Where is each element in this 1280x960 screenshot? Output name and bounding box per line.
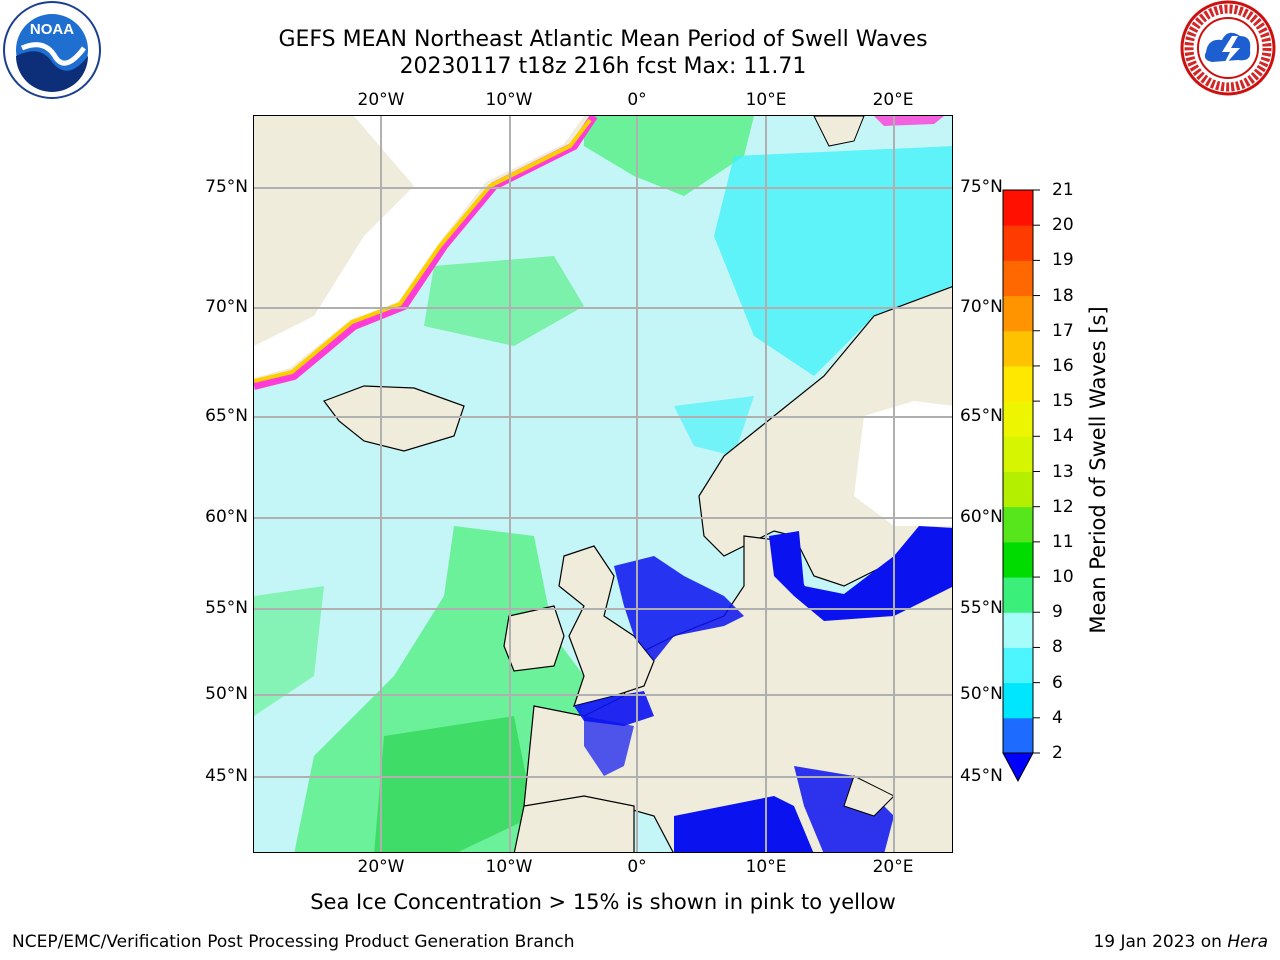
noaa-logo: NOAA <box>3 1 101 99</box>
colorbar-segment <box>1003 577 1033 613</box>
lat-tick-right: 55°N <box>960 598 1003 618</box>
lat-tick-right: 70°N <box>960 297 1003 317</box>
lon-tick-bottom: 20°W <box>357 857 405 877</box>
colorbar-tick-label: 17 <box>1052 320 1074 341</box>
colorbar-tick-label: 2 <box>1052 743 1063 763</box>
lat-tick-left: 55°N <box>205 598 248 618</box>
footer-credit: NCEP/EMC/Verification Post Processing Pr… <box>12 932 575 952</box>
colorbar-segment <box>1003 541 1033 578</box>
nws-logo <box>1180 0 1276 96</box>
lat-tick-left: 45°N <box>205 766 248 786</box>
map-panel <box>253 115 953 853</box>
colorbar-segment <box>1003 717 1033 754</box>
chart-title: GEFS MEAN Northeast Atlantic Mean Period… <box>278 27 928 52</box>
lat-tick-right: 60°N <box>960 507 1003 527</box>
lon-tick-top: 20°E <box>872 90 914 110</box>
colorbar-tick-label: 12 <box>1052 496 1074 517</box>
colorbar-tick-label: 4 <box>1052 707 1063 728</box>
colorbar-tick-label: 14 <box>1052 426 1074 447</box>
colorbar-tick-label: 13 <box>1052 461 1074 482</box>
colorbar-segment <box>1003 471 1033 508</box>
lon-tick-bottom: 20°E <box>872 857 914 877</box>
lat-tick-right: 75°N <box>960 177 1003 197</box>
colorbar <box>1002 189 1040 783</box>
colorbar-tick-label: 20 <box>1052 215 1074 236</box>
colorbar-tick-label: 9 <box>1052 602 1063 623</box>
colorbar-segment <box>1003 647 1033 684</box>
lat-tick-left: 75°N <box>205 177 248 197</box>
colorbar-tick-label: 6 <box>1052 672 1063 693</box>
colorbar-segment <box>1003 612 1033 648</box>
colorbar-tick-label: 10 <box>1052 567 1074 588</box>
lon-tick-bottom: 10°E <box>745 857 787 877</box>
lon-tick-top: 0° <box>627 90 647 110</box>
colorbar-tick-label: 8 <box>1052 637 1063 658</box>
lon-tick-top: 10°E <box>745 90 787 110</box>
colorbar-tick-label: 16 <box>1052 355 1074 376</box>
colorbar-segment <box>1003 401 1033 437</box>
colorbar-tick-label: 21 <box>1052 180 1074 200</box>
colorbar-segment <box>1003 365 1033 402</box>
footer-date-host: 19 Jan 2023 on Hera <box>1093 932 1268 952</box>
lon-tick-top: 20°W <box>357 90 405 110</box>
colorbar-title: Mean Period of Swell Waves [s] <box>1086 306 1110 634</box>
colorbar-segment <box>1003 506 1033 543</box>
lon-tick-bottom: 10°W <box>485 857 533 877</box>
lon-tick-bottom: 0° <box>627 857 647 877</box>
lat-tick-right: 65°N <box>960 406 1003 426</box>
svg-text:NOAA: NOAA <box>30 21 74 38</box>
colorbar-segment <box>1003 330 1033 367</box>
chart-subtitle: 20230117 t18z 216h fcst Max: 11.71 <box>399 54 807 79</box>
colorbar-underflow-arrow <box>1002 752 1034 783</box>
colorbar-segment <box>1003 295 1033 332</box>
colorbar-segment <box>1003 225 1033 261</box>
lat-tick-left: 50°N <box>205 684 248 704</box>
lon-tick-top: 10°W <box>485 90 533 110</box>
colorbar-tick-label: 15 <box>1052 391 1074 412</box>
colorbar-tick-label: 11 <box>1052 531 1074 552</box>
colorbar-segment <box>1003 260 1033 297</box>
lat-tick-left: 65°N <box>205 406 248 426</box>
lat-tick-right: 45°N <box>960 766 1003 786</box>
colorbar-segment <box>1003 190 1033 226</box>
colorbar-tick-label: 18 <box>1052 285 1074 306</box>
colorbar-segment <box>1003 436 1033 472</box>
sea-ice-caption: Sea Ice Concentration > 15% is shown in … <box>310 890 896 914</box>
footer-host: Hera <box>1227 932 1268 952</box>
footer-date: 19 Jan 2023 on <box>1093 932 1222 952</box>
lat-tick-right: 50°N <box>960 684 1003 704</box>
colorbar-segment <box>1003 682 1033 719</box>
colorbar-tick-label: 19 <box>1052 250 1074 271</box>
lat-tick-left: 70°N <box>205 297 248 317</box>
lat-tick-left: 60°N <box>205 507 248 527</box>
